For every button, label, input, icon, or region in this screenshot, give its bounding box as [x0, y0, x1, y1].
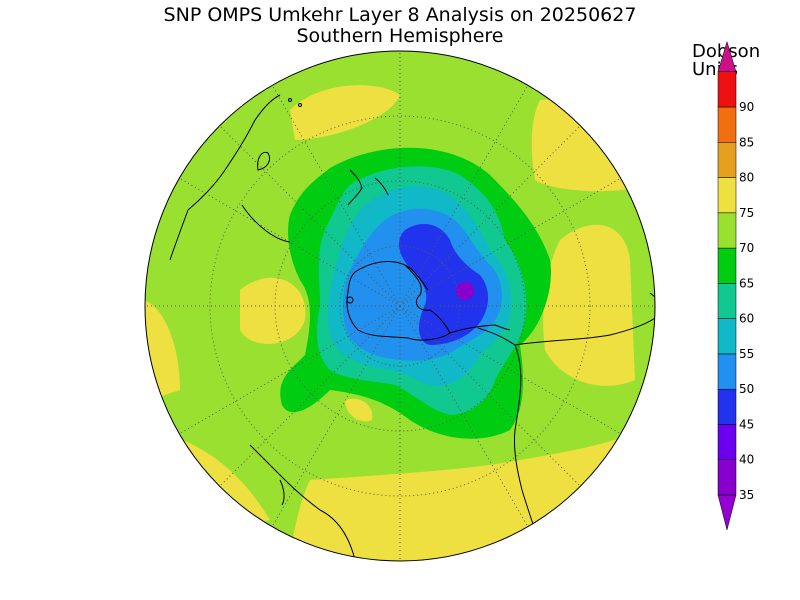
colorbar-tick-label: 85	[739, 135, 754, 149]
colorbar-tick-label: 65	[739, 276, 754, 290]
colorbar-tick-label: 75	[739, 206, 754, 220]
colorbar-box	[717, 177, 737, 214]
colorbar-box	[717, 353, 737, 390]
globe-outline	[144, 50, 656, 562]
colorbar-tick-label: 70	[739, 241, 754, 255]
colorbar-box	[717, 106, 737, 143]
ozone-field	[145, 51, 655, 561]
colorbar-box	[717, 459, 737, 496]
colorbar-labels: 35 40 45 50 55 60 65 70 75 80 85 90	[739, 100, 754, 502]
colorbar-box	[717, 71, 737, 108]
map-title: SNP OMPS Umkehr Layer 8 Analysis on 2025…	[163, 4, 637, 26]
colorbar-tick-label: 55	[739, 347, 754, 361]
colorbar-box	[717, 247, 737, 284]
colorbar-under-triangle	[717, 494, 737, 531]
colorbar-box	[717, 388, 737, 425]
colorbar-box	[717, 424, 737, 460]
map-subtitle: Southern Hemisphere	[296, 25, 504, 47]
colorbar-tick-label: 80	[739, 171, 754, 185]
graticule	[145, 51, 655, 561]
colorbar-tick-label: 40	[739, 453, 754, 467]
colorbar-box	[717, 212, 737, 249]
coastlines	[169, 94, 655, 561]
colorbar-boxes	[717, 40, 737, 531]
colorbar-tick-label: 45	[739, 417, 754, 431]
colorbar-tick-label: 60	[739, 312, 754, 326]
colorbar-tick-label: 90	[739, 100, 754, 114]
colorbar-tick-label: 35	[739, 488, 754, 502]
colorbar-over-triangle	[717, 40, 737, 72]
contour-35-40	[456, 282, 474, 300]
colorbar-box	[717, 283, 737, 319]
colorbar-box	[717, 142, 737, 178]
colorbar-tick-label: 50	[739, 382, 754, 396]
contour-40-45	[398, 224, 489, 345]
colorbar-box	[717, 318, 737, 355]
